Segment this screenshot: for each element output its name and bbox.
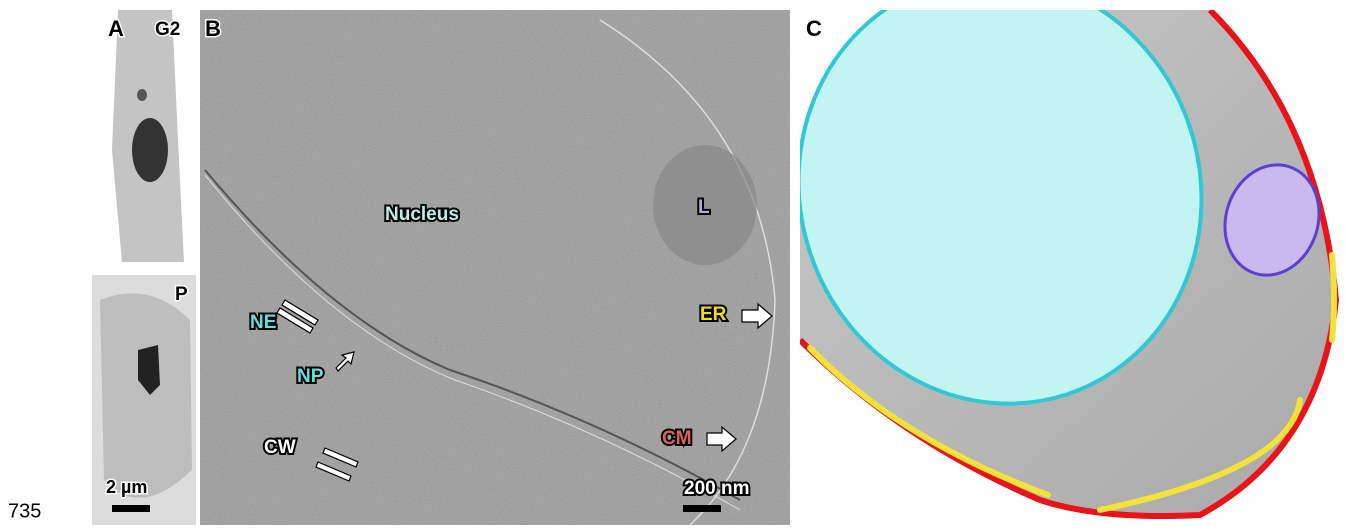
nucleus-label: Nucleus — [385, 204, 459, 225]
phase-label: G2 — [155, 19, 180, 40]
er-label: ER — [700, 304, 727, 325]
figure-number: 735 — [8, 500, 41, 522]
lipid-label: L — [698, 197, 710, 218]
phase-label: P — [175, 284, 188, 305]
panel-label: B — [205, 16, 221, 41]
ne-label: NE — [250, 312, 276, 333]
scale-bar-label: 2 µm — [106, 477, 147, 497]
panel-a: A G2 P 2 µm — [92, 10, 196, 525]
cw-label: CW — [264, 437, 296, 458]
scale-bar-label: 200 nm — [684, 478, 749, 499]
np-label: NP — [297, 366, 324, 387]
panel-c — [743, 0, 1336, 516]
panel-label: C — [806, 16, 822, 41]
panel-label: A — [108, 16, 124, 41]
cm-label: CM — [662, 428, 692, 449]
figure: 735 A G2 P 2 µm B Nucleus L NE NP ER CM … — [0, 0, 1346, 525]
